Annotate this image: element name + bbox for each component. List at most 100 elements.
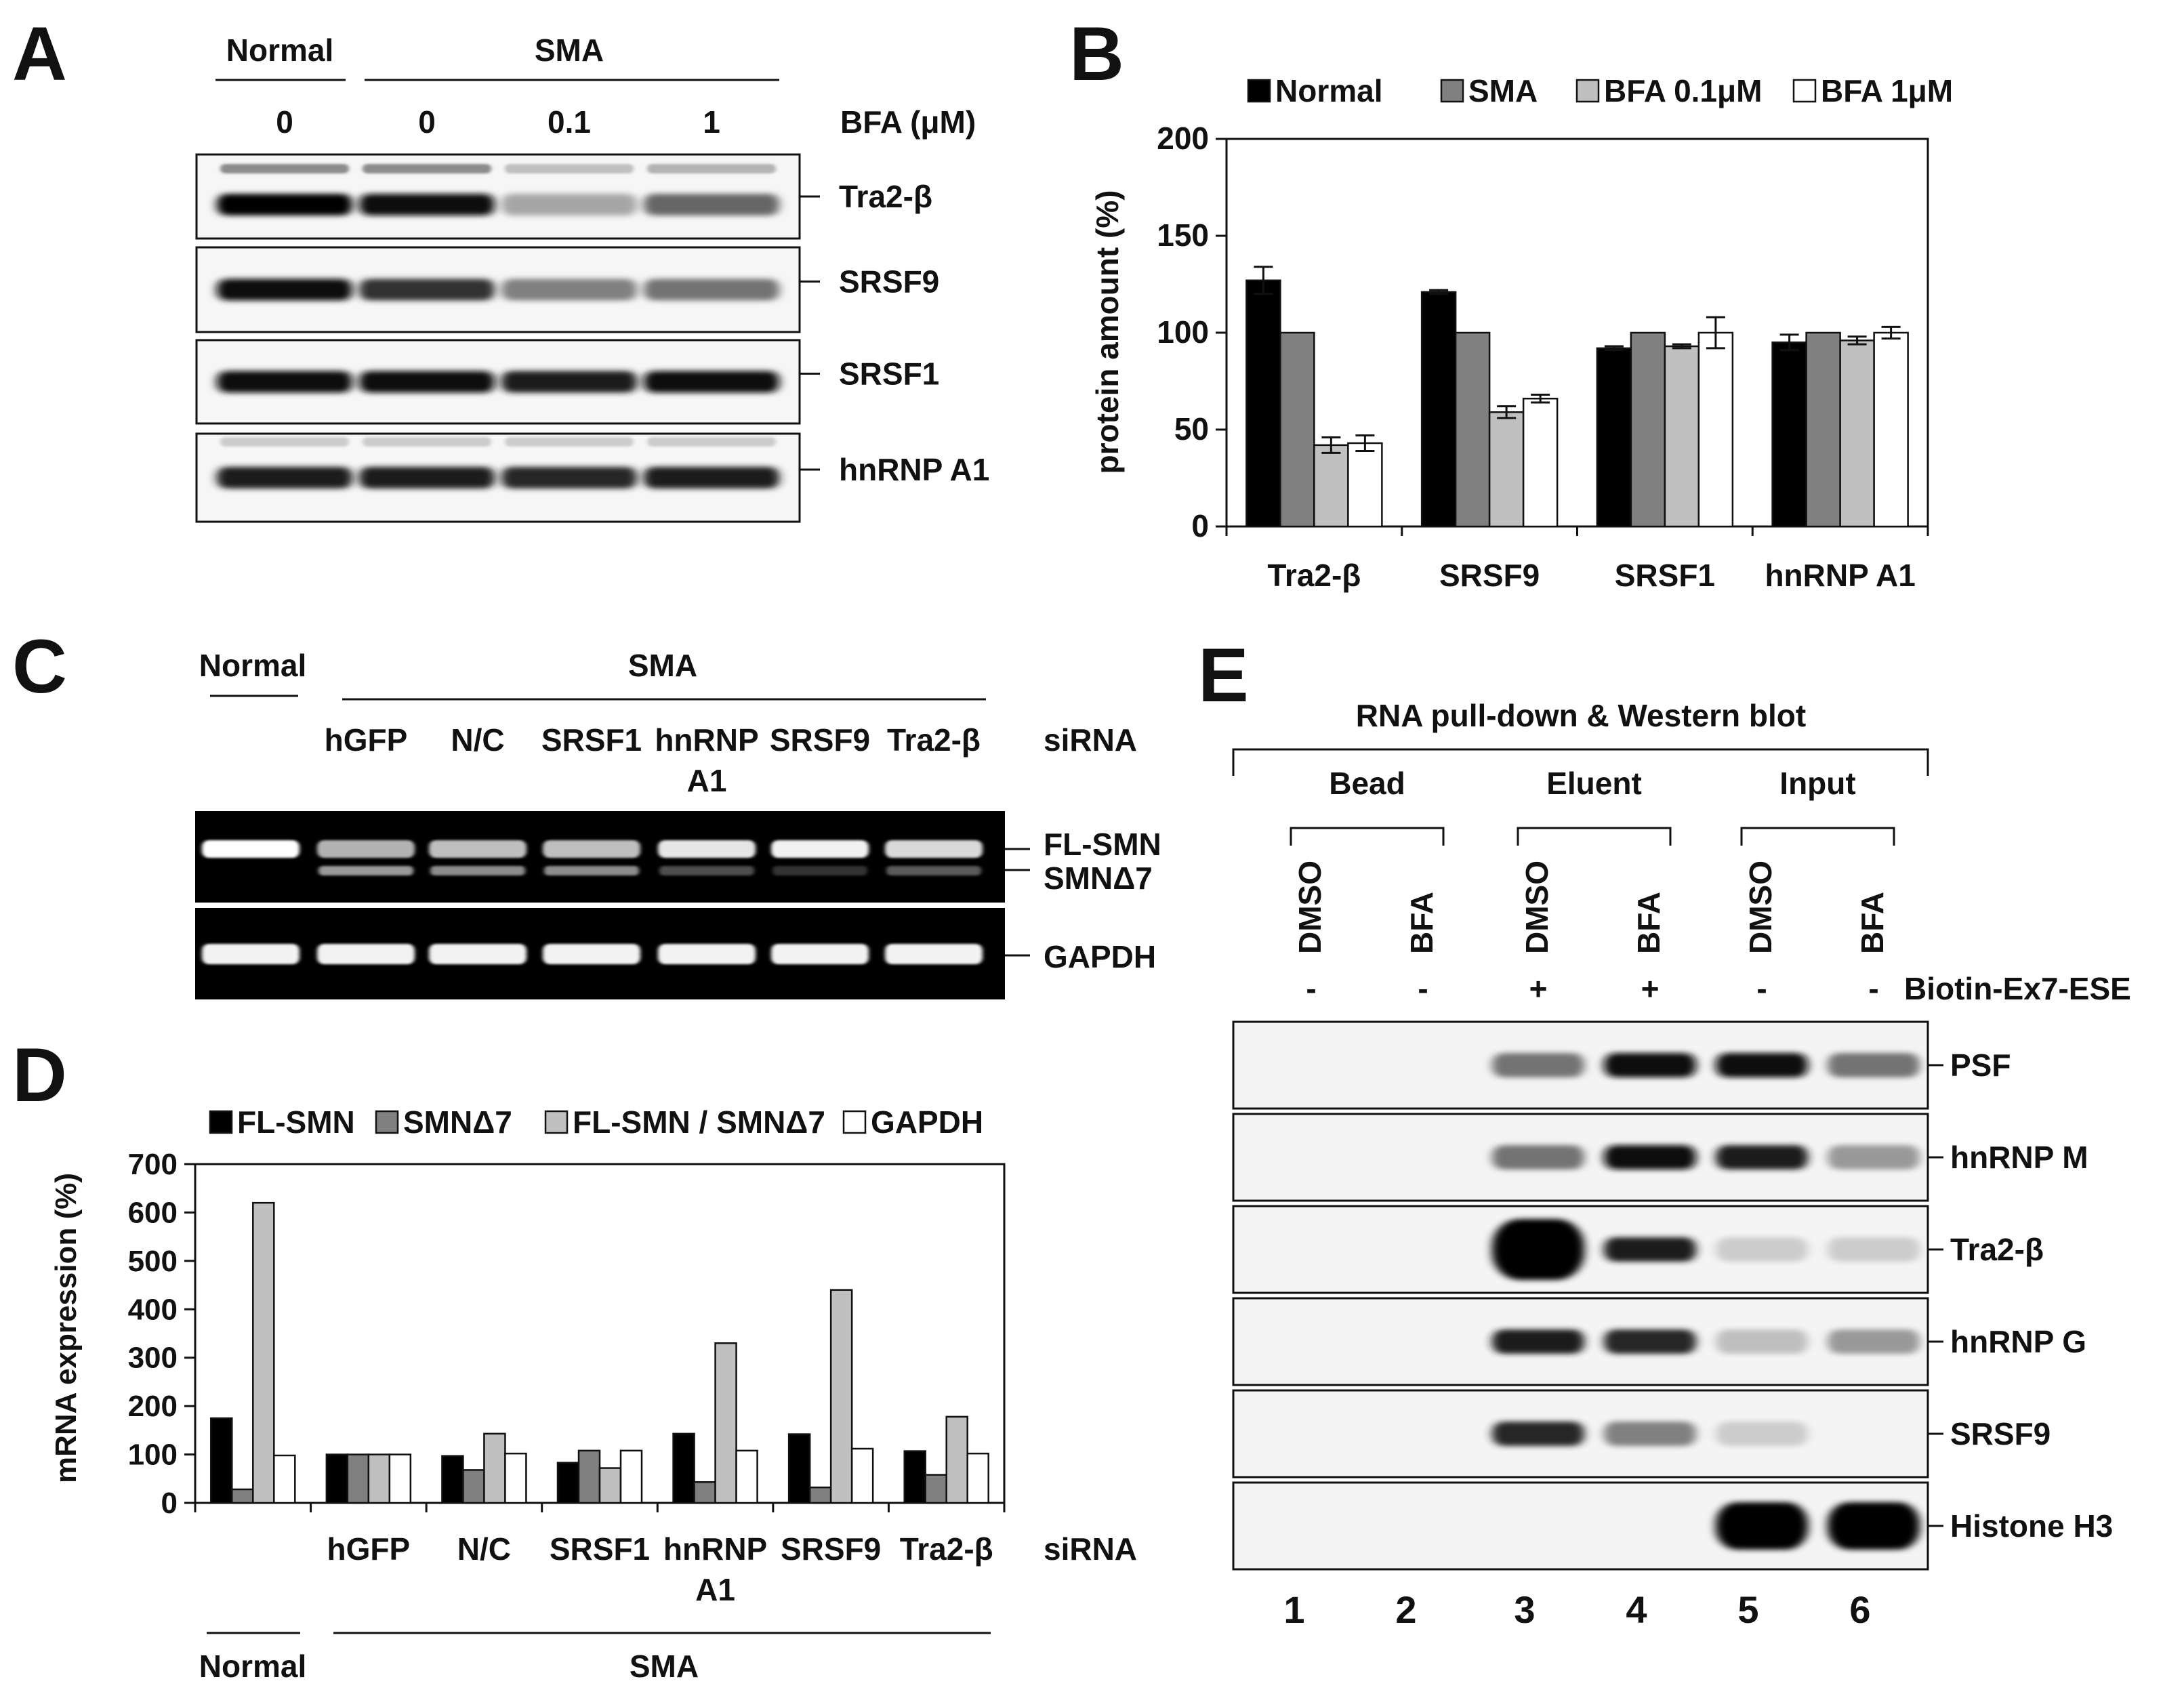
panel-c-band-label-0: FL-SMN	[1044, 827, 1161, 862]
panel-c-fl-band	[429, 840, 527, 858]
panel-d-bar-1-3	[577, 1449, 601, 1504]
panel-e-blot-1: hnRNP M	[1232, 1113, 2088, 1202]
panel-a-dose-3: 1	[703, 104, 720, 140]
panel-b-bar-1-2	[1630, 331, 1666, 528]
panel-e-biotin-2: +	[1529, 971, 1548, 1006]
panel-e-treatment-1: BFA	[1404, 892, 1439, 954]
panel-e-groups: Bead Eluent Input	[1290, 766, 1895, 846]
panel-b-ytick: 200	[1157, 121, 1209, 156]
panel-d-ytick: 0	[161, 1487, 178, 1520]
panel-e-lane-number-4: 5	[1737, 1588, 1758, 1631]
panel-c-fl-band	[543, 840, 640, 858]
panel-e-band	[1492, 1219, 1584, 1280]
panel-c-band-label-2: GAPDH	[1044, 939, 1156, 974]
panel-a-band	[644, 371, 779, 393]
panel-d-legend: FL-SMN SMNΔ7 FL-SMN / SMNΔ7 GAPDH	[209, 1104, 983, 1140]
panel-d-label: D	[12, 1033, 67, 1117]
panel-c-gel	[195, 811, 1005, 999]
panel-c-lane-label-4: SRSF9	[770, 722, 870, 758]
panel-b-bar-2-2	[1664, 345, 1700, 528]
panel-d-bar-0-4	[672, 1432, 695, 1504]
panel-b-bar-3-2	[1697, 331, 1734, 528]
panel-e-treatment-5: BFA	[1855, 892, 1890, 954]
panel-b-ytick: 100	[1157, 314, 1209, 350]
panel-d-xtick-6: Tra2-β	[900, 1531, 993, 1567]
panel-a-band	[359, 278, 495, 301]
panel-d-ytick: 300	[128, 1342, 178, 1375]
panel-b-ylabel: protein amount (%)	[1090, 190, 1125, 474]
panel-d-bar-1-6	[924, 1474, 947, 1504]
panel-e-band	[1604, 1422, 1696, 1446]
panel-d-ytick: 100	[128, 1439, 178, 1472]
panel-c-fl-band	[202, 840, 300, 858]
panel-a-band	[644, 194, 779, 215]
panel-e-blot-label: Histone H3	[1950, 1508, 2113, 1544]
panel-c-lane-label-3: A1	[687, 763, 727, 798]
panel-b-chart: 0 50 100 150 200 Tra2-β SRSF9 SRSF1 hnRNP A1	[1157, 121, 1929, 593]
panel-e-blot-frame	[1232, 1481, 1929, 1571]
panel-a-blot-label: hnRNP A1	[839, 452, 989, 487]
panel-e-band	[1716, 1422, 1808, 1446]
panel-d-legend-swatch-0	[209, 1110, 233, 1134]
panel-e-group-0: Bead	[1329, 766, 1405, 801]
panel-c-d7-band	[772, 866, 867, 875]
panel-b-bar-0-3	[1771, 342, 1807, 528]
panel-a-group-normal: Normal	[226, 33, 333, 68]
panel-e-treatment-0: DMSO	[1292, 861, 1327, 954]
panel-a-blot-2: SRSF1	[195, 339, 939, 425]
panel-d-xtick-1: hGFP	[327, 1531, 411, 1567]
panel-e-biotin-5: -	[1868, 971, 1878, 1006]
panel-b-legend-label-3: BFA 1μM	[1821, 73, 1953, 108]
panel-e-lane-number-0: 1	[1283, 1588, 1304, 1631]
panel-a-band	[217, 371, 352, 393]
panel-d-bar-0-1	[325, 1453, 349, 1504]
panel-b-ytick: 0	[1191, 508, 1209, 543]
panel-a-blot-label: SRSF1	[839, 356, 939, 392]
panel-d-bar-2-3	[598, 1467, 622, 1504]
panel-d: D FL-SMN SMNΔ7 FL-SMN / SMNΔ7 GAPDH mRNA ex…	[12, 1033, 1137, 1684]
panel-c-group-sma: SMA	[628, 648, 697, 683]
panel-c-fl-band	[771, 840, 869, 858]
panel-b-legend-swatch-1	[1440, 79, 1464, 103]
panel-e-lane-number-2: 3	[1514, 1588, 1535, 1631]
panel-d-ytick: 400	[128, 1293, 178, 1326]
panel-c-gapdh-band	[317, 944, 415, 964]
panel-d-bar-3-3	[619, 1449, 643, 1504]
panel-b-bar-0-0	[1245, 279, 1281, 528]
panel-a-group-sma: SMA	[535, 33, 604, 68]
panel-b-legend-label-1: SMA	[1468, 73, 1538, 108]
panel-e-blots: PSF hnRNP M Tra2-β hnRNP G SRSF9 Histone H3	[1232, 1020, 2113, 1571]
panel-e-band	[1716, 1329, 1808, 1354]
panel-e-lane-number-3: 4	[1626, 1588, 1647, 1631]
panel-b-ytick: 150	[1157, 218, 1209, 253]
panel-b-bar-3-3	[1873, 331, 1909, 528]
panel-a-blot-label: Tra2-β	[839, 179, 932, 214]
panel-c-lane-label-5: Tra2-β	[887, 722, 981, 758]
panel-d-xtick-3: SRSF1	[550, 1531, 650, 1567]
panel-b-legend-label-0: Normal	[1275, 73, 1382, 108]
panel-d-bar-3-2	[504, 1452, 527, 1504]
panel-b-bar-3-1	[1522, 397, 1559, 528]
panel-c-gapdh-band	[658, 944, 756, 964]
panel-b-xtick-3: hnRNP A1	[1765, 558, 1915, 593]
panel-a-blot-3: hnRNP A1	[195, 432, 989, 523]
panel-a-upper-band	[647, 437, 776, 447]
panel-e-blot-0: PSF	[1232, 1020, 2011, 1110]
panel-e-treatment-2: DMSO	[1519, 861, 1554, 954]
panel-e-lane-number-5: 6	[1849, 1588, 1870, 1631]
panel-b-xtick-2: SRSF1	[1615, 558, 1715, 593]
panel-d-ylabel: mRNA expression (%)	[49, 1173, 83, 1483]
panel-a-upper-band	[647, 164, 776, 173]
panel-c-gapdh-band	[202, 944, 300, 964]
panel-d-legend-swatch-1	[375, 1110, 399, 1134]
panel-a-band	[217, 467, 352, 489]
panel-a-bfa-label: BFA (μM)	[840, 104, 976, 140]
panel-c-fl-band	[658, 840, 756, 858]
panel-d-bar-3-0	[273, 1454, 296, 1504]
panel-e-treatment-3: BFA	[1631, 892, 1666, 954]
panel-e-biotin-4: -	[1756, 971, 1767, 1006]
panel-e-band	[1828, 1053, 1920, 1077]
panel-e-blot-4: SRSF9	[1232, 1389, 2051, 1478]
panel-e-biotin-1: -	[1418, 971, 1428, 1006]
